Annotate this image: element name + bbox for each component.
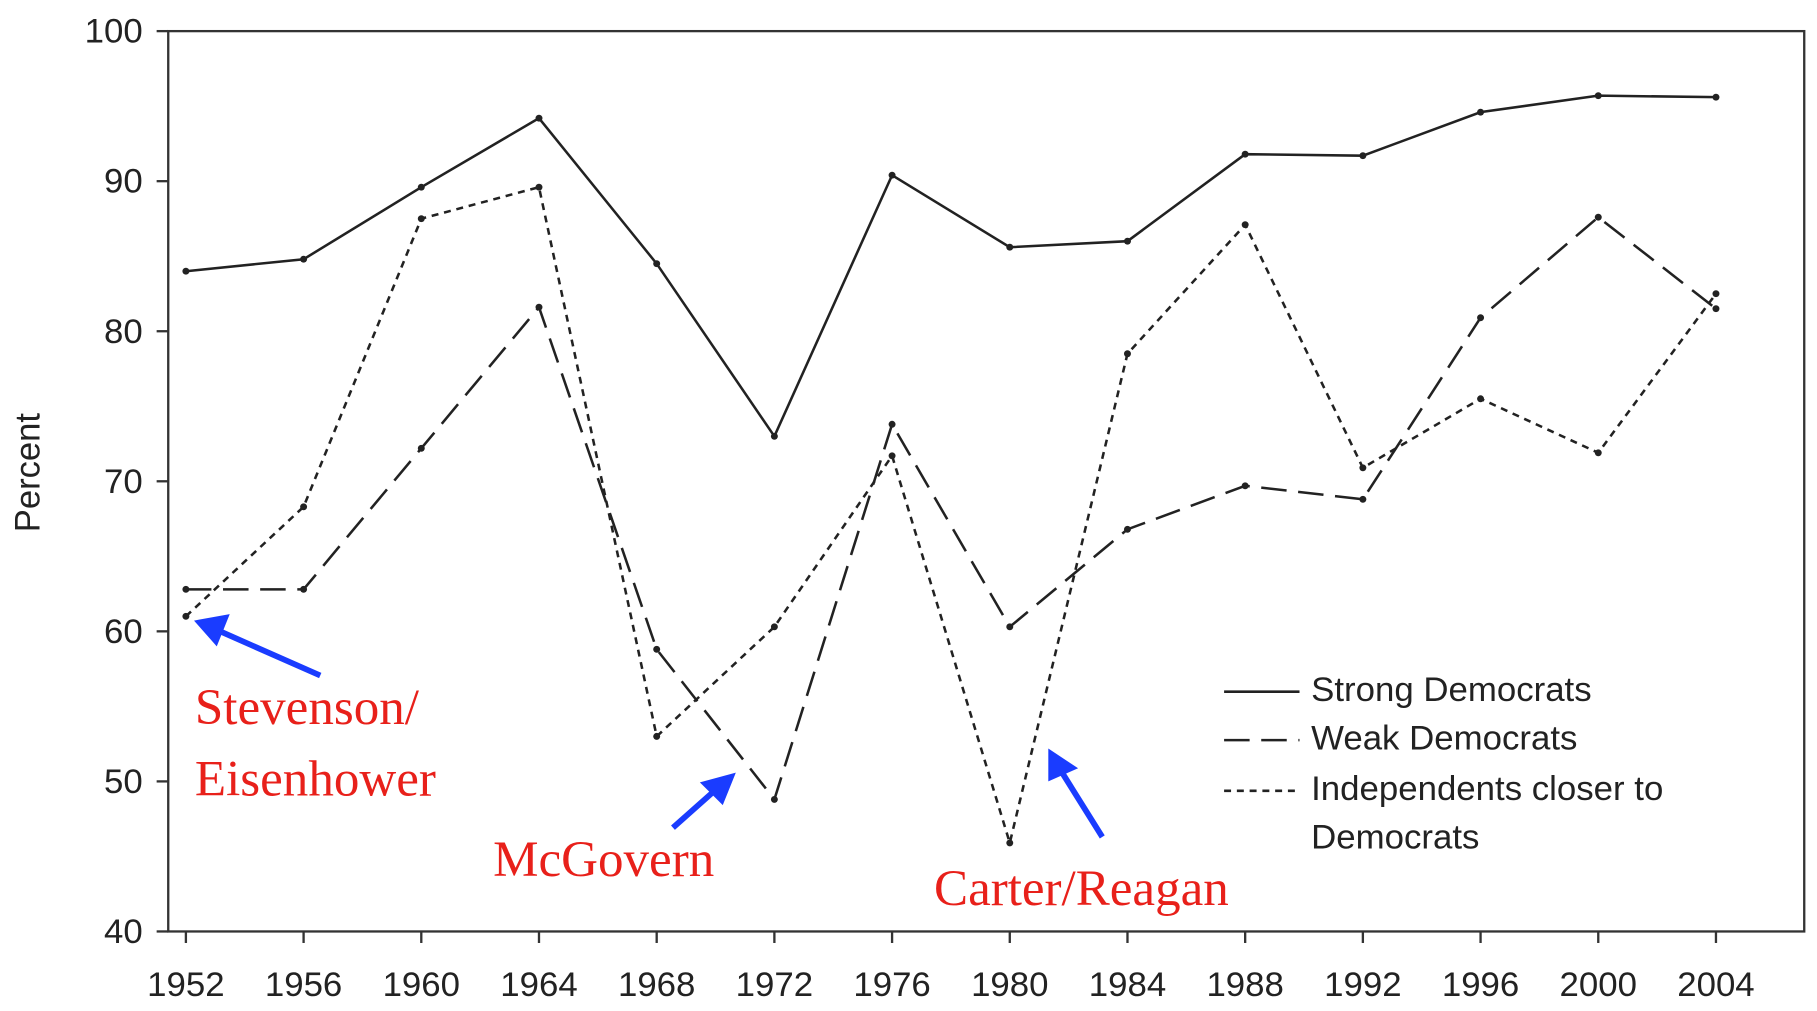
- data-point: [535, 303, 543, 311]
- data-point: [182, 267, 190, 275]
- y-tick-label: 90: [104, 163, 143, 201]
- data-point: [770, 432, 778, 440]
- x-tick-label: 1956: [265, 966, 342, 1004]
- data-point: [1594, 449, 1602, 457]
- annotation: McGovern: [493, 832, 714, 888]
- x-tick-label: 1972: [736, 966, 813, 1004]
- arrowhead: [1048, 748, 1079, 782]
- data-point: [1477, 395, 1485, 403]
- y-tick-label: 100: [85, 13, 143, 51]
- data-point: [770, 795, 778, 803]
- data-point: [1123, 237, 1131, 245]
- data-point: [535, 114, 543, 122]
- annotation: Carter/Reagan: [934, 861, 1229, 917]
- x-tick-label: 2004: [1677, 966, 1754, 1004]
- x-tick-label: 1952: [147, 966, 224, 1004]
- x-tick-label: 1964: [500, 966, 577, 1004]
- data-point: [182, 612, 190, 620]
- data-point: [182, 585, 190, 593]
- data-point: [1359, 464, 1367, 472]
- data-point: [888, 452, 896, 460]
- data-point: [417, 444, 425, 452]
- y-tick-label: 40: [104, 913, 143, 951]
- data-point: [417, 215, 425, 223]
- data-point: [1712, 290, 1720, 298]
- legend-label: Weak Democrats: [1311, 719, 1578, 758]
- arrowhead: [699, 772, 736, 806]
- x-tick-label: 1984: [1089, 966, 1166, 1004]
- series-line: [185, 215, 1717, 803]
- annotation-arrows: [194, 614, 1105, 839]
- x-tick-label: 1992: [1324, 966, 1401, 1004]
- x-tick-label: 1976: [853, 966, 930, 1004]
- series-line: [185, 185, 1717, 848]
- data-point: [535, 183, 543, 191]
- data-point: [653, 732, 661, 740]
- data-point: [1712, 305, 1720, 313]
- x-tick-label: 1960: [383, 966, 460, 1004]
- data-point: [888, 171, 896, 179]
- data-point: [1006, 623, 1014, 631]
- annotation: Stevenson/: [195, 680, 420, 736]
- data-point: [770, 623, 778, 631]
- x-tick-label: 1988: [1206, 966, 1283, 1004]
- data-point: [1241, 221, 1249, 229]
- data-point: [1241, 150, 1249, 158]
- annotation: Eisenhower: [195, 752, 436, 808]
- legend-label: Independents closer to Democrats: [1311, 770, 1664, 857]
- data-point: [1123, 525, 1131, 533]
- x-tick-label: 1968: [618, 966, 695, 1004]
- data-point: [1594, 213, 1602, 221]
- y-tick-label: 70: [104, 463, 143, 501]
- legend-item: Strong Democrats: [1311, 670, 1592, 709]
- data-point: [1477, 314, 1485, 322]
- data-point: [1123, 350, 1131, 358]
- data-point: [1241, 482, 1249, 490]
- x-tick-label: 1980: [971, 966, 1048, 1004]
- data-point: [1359, 495, 1367, 503]
- x-tick-label: 1996: [1442, 966, 1519, 1004]
- legend-item: Weak Democrats: [1311, 719, 1578, 758]
- arrow: [671, 786, 719, 830]
- x-tick-label: 2000: [1560, 966, 1637, 1004]
- data-point: [653, 645, 661, 653]
- y-tick-label: 80: [104, 313, 143, 351]
- y-tick-label: 60: [104, 613, 143, 651]
- data-point: [417, 183, 425, 191]
- data-point: [300, 503, 308, 511]
- arrow: [214, 626, 322, 679]
- data-point: [888, 420, 896, 428]
- data-point: [653, 260, 661, 268]
- y-tick-label: 50: [104, 763, 143, 801]
- data-point: [1712, 93, 1720, 101]
- data-point: [1359, 152, 1367, 160]
- data-point: [1594, 92, 1602, 100]
- arrow: [1058, 768, 1105, 839]
- data-point: [1006, 243, 1014, 251]
- series-line: [185, 94, 1716, 439]
- data-point: [1477, 108, 1485, 116]
- data-point: [1006, 839, 1014, 847]
- y-axis-label: Percent: [9, 413, 47, 533]
- legend-label: Strong Democrats: [1311, 670, 1592, 709]
- data-point: [300, 255, 308, 263]
- arrowhead: [194, 614, 230, 647]
- data-point: [300, 585, 308, 593]
- legend-item: Independents closer to Democrats: [1311, 770, 1664, 857]
